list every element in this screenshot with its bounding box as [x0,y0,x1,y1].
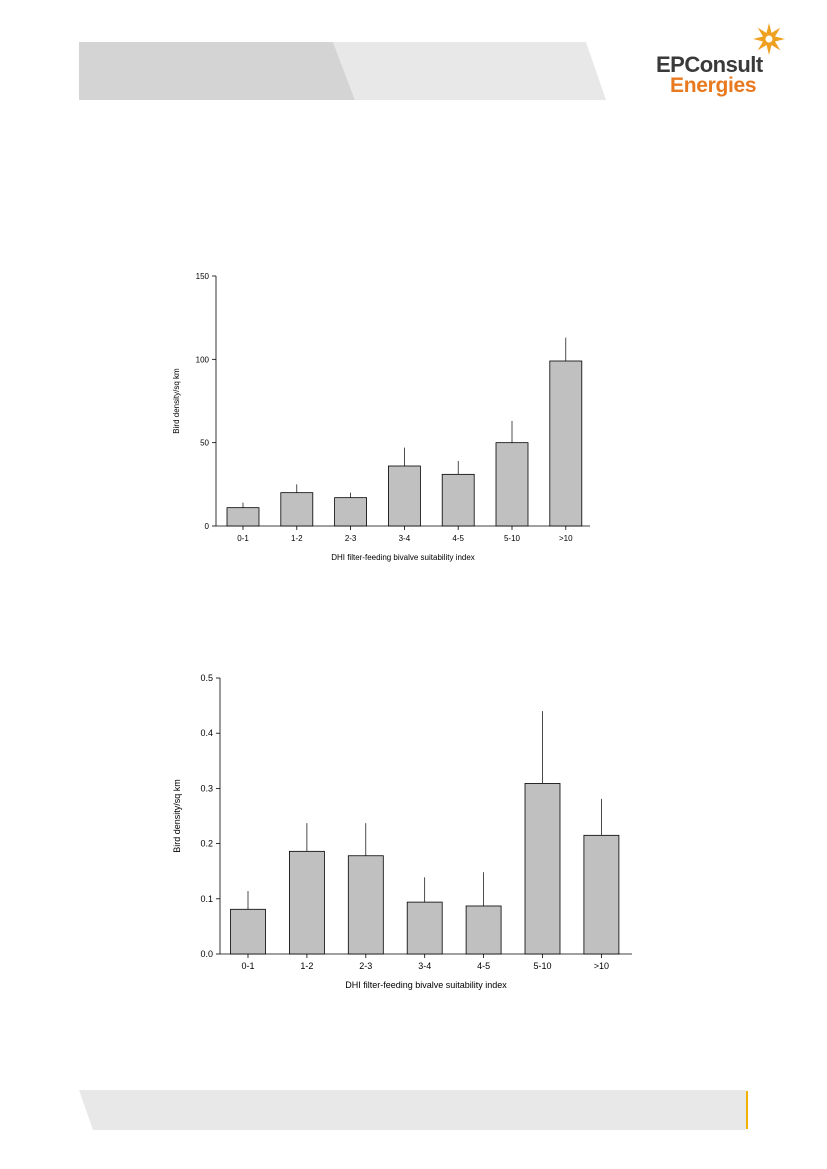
footer-band [79,1090,746,1130]
bar [583,834,620,955]
bar [230,908,266,955]
x-tick-label: 1-2 [300,961,313,971]
y-axis-label: Bird density/sq km [172,779,182,853]
bar [441,473,475,527]
x-axis-label: DHI filter-feeding bivalve suitability i… [331,553,475,562]
y-tick-label: 0.2 [200,839,213,849]
bar [387,465,421,527]
bar [495,442,529,527]
y-tick-label: 0.4 [200,728,213,738]
x-tick-label: 0-1 [237,534,249,543]
footer-band-shape [79,1090,746,1130]
y-tick-label: 50 [200,439,209,448]
star-logo-icon [753,23,785,55]
bar [226,507,260,527]
x-tick-label: 5-10 [533,961,551,971]
x-tick-label: 1-2 [291,534,303,543]
bar [334,497,368,527]
x-tick-label: >10 [559,534,573,543]
x-tick-label: 4-5 [477,961,490,971]
x-tick-label: >10 [594,961,609,971]
y-tick-label: 100 [196,355,210,364]
header-band-light [333,42,606,100]
header-band [79,42,606,100]
x-tick-label: 2-3 [359,961,372,971]
x-tick-label: 0-1 [241,961,254,971]
logo-name-line2: Energies [670,74,757,97]
x-axis-label: DHI filter-feeding bivalve suitability i… [345,980,507,990]
x-tick-label: 2-3 [345,534,357,543]
y-tick-label: 150 [196,272,210,281]
bar [280,492,314,527]
company-logo: EPConsult Energies [656,22,786,102]
bar [347,855,384,955]
y-tick-label: 0 [205,522,210,531]
bar [465,905,502,955]
y-axis-label: Bird density/sq km [172,368,181,434]
y-tick-label: 0.1 [200,894,213,904]
bar [524,783,561,955]
bar [288,850,325,955]
logo-name-line1: EPConsult [656,52,763,77]
y-tick-label: 0.0 [200,949,213,959]
y-tick-label: 0.5 [200,673,213,683]
y-tick-label: 0.3 [200,783,213,793]
bar [406,901,443,955]
x-tick-label: 3-4 [399,534,411,543]
bar [549,360,583,527]
header-band-dark [79,42,355,100]
x-tick-label: 4-5 [452,534,464,543]
footer-accent-line [746,1091,748,1129]
x-tick-label: 5-10 [504,534,521,543]
x-tick-label: 3-4 [418,961,431,971]
